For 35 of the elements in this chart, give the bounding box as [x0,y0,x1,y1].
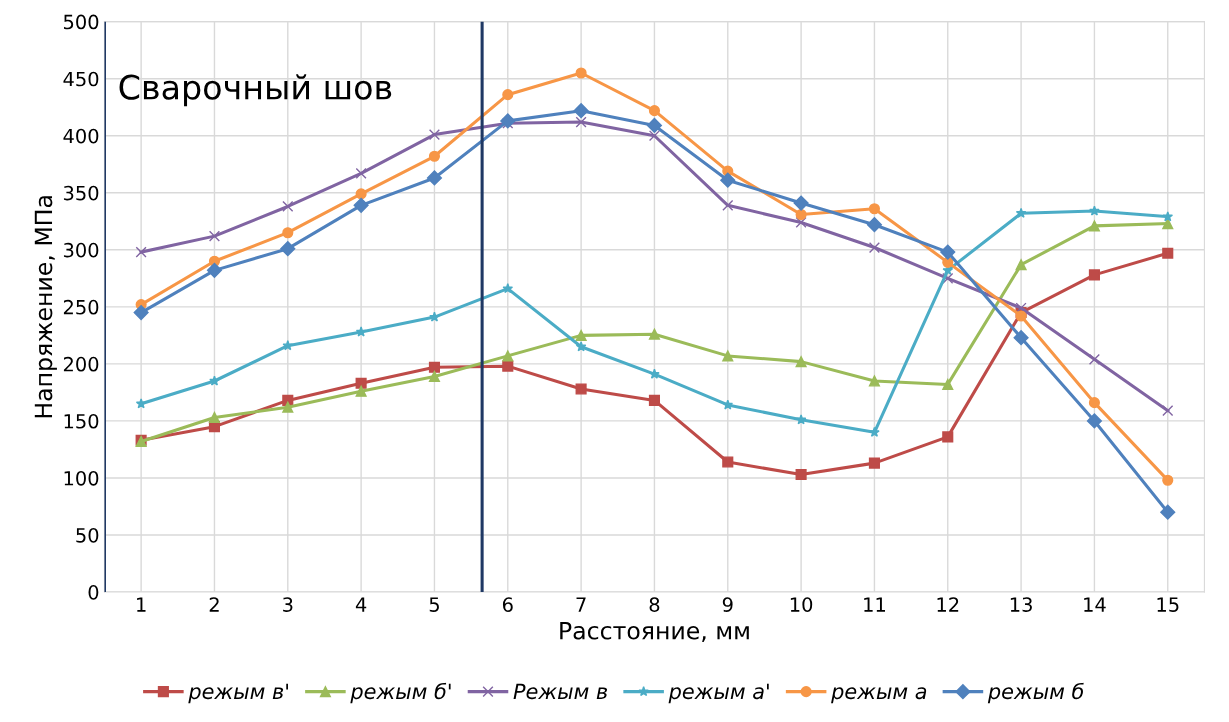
legend-label: режым а [831,687,927,704]
x-tick-label: 1 [137,597,146,612]
y-tick-label: 150 [64,413,99,429]
x-axis-title: Расстояние, мм [560,622,749,642]
x-tick-label: 10 [790,597,813,612]
x-tick-label: 3 [283,597,293,612]
y-tick-label: 50 [76,527,99,543]
legend-label: режым а' [668,683,769,704]
x-tick-label: 14 [1084,597,1106,612]
x-tick-label: 6 [502,597,513,612]
x-tick-label: 7 [576,597,586,612]
y-tick-label: 450 [63,71,99,87]
y-tick-label: 500 [63,14,99,30]
x-tick-label: 8 [649,597,660,612]
x-tick-label: 9 [722,597,733,612]
x-tick-label: 13 [1010,597,1032,612]
annotation: Сварочный шов [119,74,392,107]
x-tick-label: 15 [1157,597,1179,612]
x-tick-label: 5 [429,597,439,612]
legend-label: Режым в [513,683,608,700]
y-tick-label: 400 [63,128,99,144]
legend-label: режым б [987,682,1084,704]
y-tick-label: 0 [88,585,99,600]
y-axis-title: Напряжение, МПа [34,196,57,418]
y-tick-label: 200 [63,356,99,372]
y-tick-label: 100 [64,470,99,486]
x-tick-label: 4 [355,597,367,612]
y-tick-label: 350 [63,185,99,201]
y-tick-label: 250 [63,299,99,315]
x-tick-label: 12 [937,597,959,612]
y-tick-label: 300 [63,242,99,258]
x-tick-label: 11 [864,597,886,612]
legend-label: режым в' [188,683,288,704]
x-tick-label: 2 [209,597,219,612]
legend-label: режым б' [350,682,451,704]
